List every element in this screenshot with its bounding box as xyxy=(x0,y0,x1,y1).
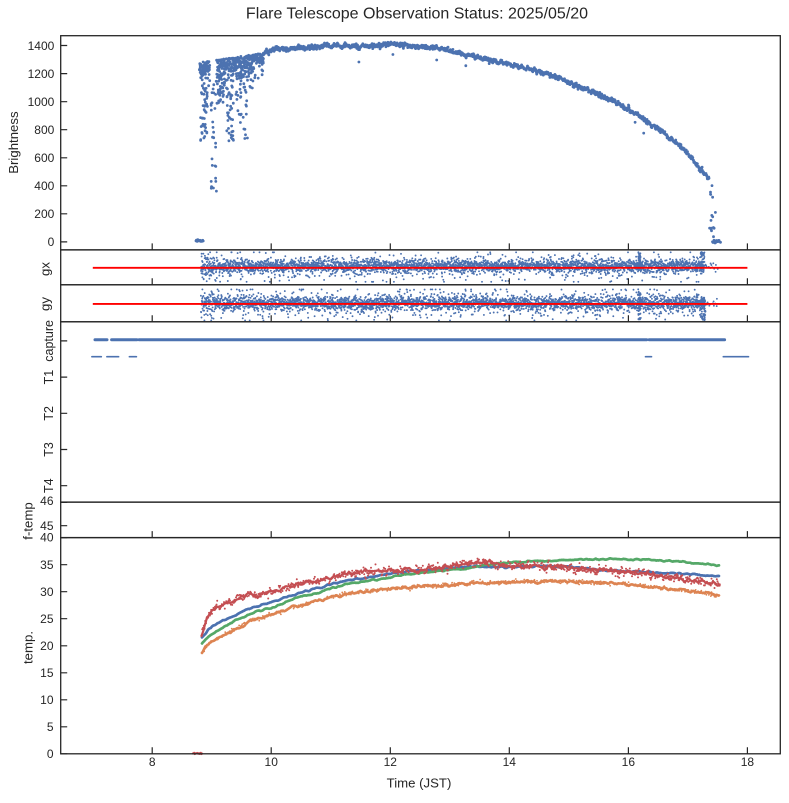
svg-text:1000: 1000 xyxy=(28,95,55,109)
svg-text:capture: capture xyxy=(42,320,56,362)
svg-text:800: 800 xyxy=(34,123,54,137)
svg-text:gy: gy xyxy=(38,297,53,311)
svg-text:8: 8 xyxy=(149,755,156,769)
svg-text:0: 0 xyxy=(48,235,55,249)
svg-text:f-temp: f-temp xyxy=(21,502,36,539)
svg-text:Brightness: Brightness xyxy=(6,111,21,174)
svg-text:35: 35 xyxy=(40,558,54,572)
svg-text:40: 40 xyxy=(40,531,54,545)
svg-text:5: 5 xyxy=(47,720,54,734)
svg-text:30: 30 xyxy=(40,585,54,599)
svg-text:T3: T3 xyxy=(42,442,56,457)
svg-text:45: 45 xyxy=(40,519,54,533)
svg-text:600: 600 xyxy=(34,151,54,165)
svg-text:Flare Telescope Observation St: Flare Telescope Observation Status: 2025… xyxy=(246,6,588,23)
svg-text:15: 15 xyxy=(40,666,54,680)
svg-text:temp.: temp. xyxy=(21,631,36,664)
svg-text:Time (JST): Time (JST) xyxy=(387,776,452,791)
svg-text:10: 10 xyxy=(40,693,54,707)
svg-text:1200: 1200 xyxy=(28,67,55,81)
svg-text:12: 12 xyxy=(384,755,398,769)
svg-text:16: 16 xyxy=(622,755,636,769)
svg-text:46: 46 xyxy=(40,494,54,508)
svg-text:14: 14 xyxy=(503,755,517,769)
svg-text:200: 200 xyxy=(34,207,54,221)
svg-text:1400: 1400 xyxy=(28,39,55,53)
svg-text:T4: T4 xyxy=(42,478,56,493)
svg-text:20: 20 xyxy=(40,639,54,653)
svg-text:0: 0 xyxy=(47,747,54,761)
svg-text:25: 25 xyxy=(40,612,54,626)
svg-text:gx: gx xyxy=(38,262,53,276)
svg-text:T2: T2 xyxy=(42,406,56,421)
svg-text:T1: T1 xyxy=(42,370,56,385)
svg-text:18: 18 xyxy=(741,755,755,769)
svg-text:10: 10 xyxy=(265,755,279,769)
svg-text:400: 400 xyxy=(34,179,54,193)
